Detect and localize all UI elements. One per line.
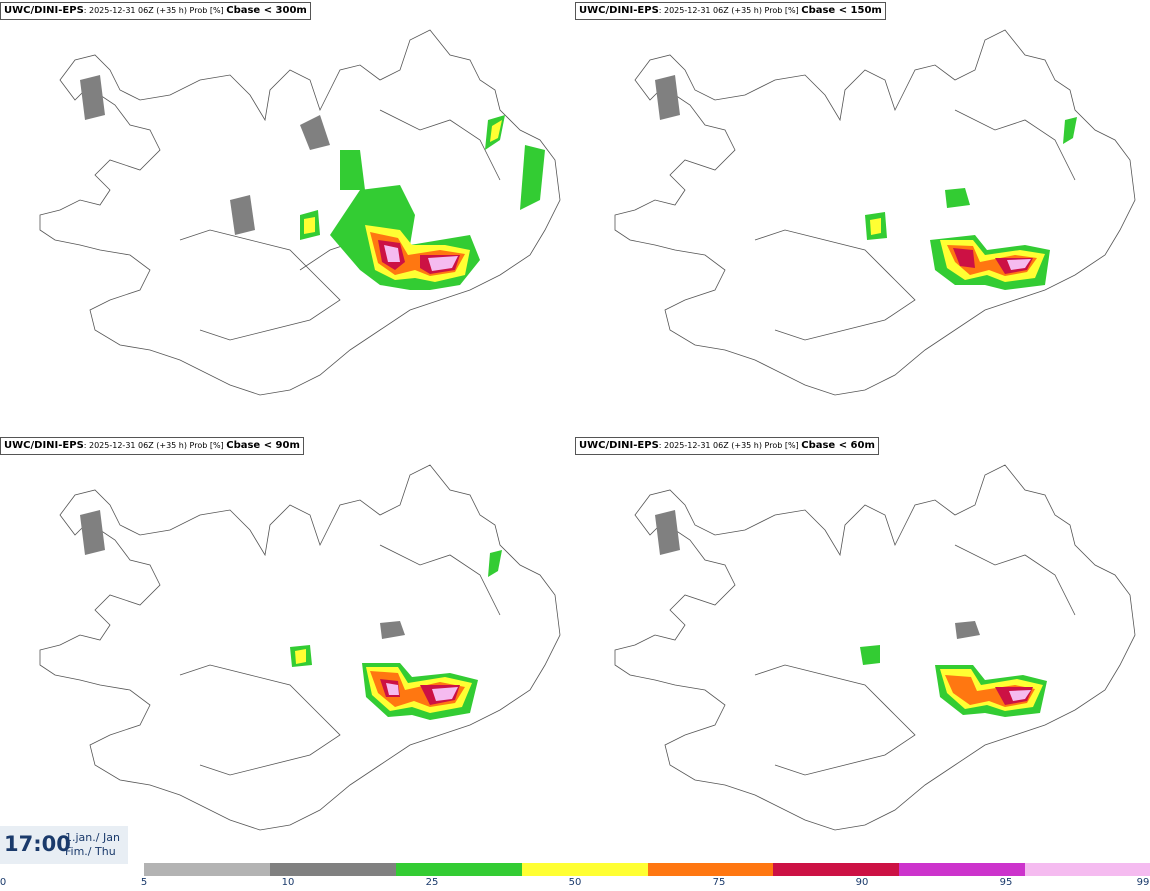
legend-swatch bbox=[521, 863, 648, 876]
map-panel-150m: UWC/DINI-EPS: 2025-12-31 06Z (+35 h) Pro… bbox=[575, 0, 1150, 435]
legend-tick-label: 5 bbox=[140, 877, 148, 888]
panel-title: UWC/DINI-EPS: 2025-12-31 06Z (+35 h) Pro… bbox=[0, 437, 304, 455]
valid-date-line1: 1.jan./ Jan bbox=[65, 831, 120, 844]
valid-date: 1.jan./ Jan Fim./ Thu bbox=[65, 831, 120, 859]
iceland-map bbox=[39, 29, 561, 396]
legend-tick-label: 90 bbox=[855, 877, 869, 888]
legend-swatch bbox=[1025, 863, 1150, 876]
panel-title: UWC/DINI-EPS: 2025-12-31 06Z (+35 h) Pro… bbox=[0, 2, 311, 20]
legend-swatch bbox=[647, 863, 774, 876]
legend-swatch bbox=[395, 863, 522, 876]
legend-swatch bbox=[773, 863, 900, 876]
iceland-map bbox=[614, 464, 1136, 831]
legend-tick-label: 10 bbox=[281, 877, 295, 888]
map-panel-60m: UWC/DINI-EPS: 2025-12-31 06Z (+35 h) Pro… bbox=[575, 435, 1150, 870]
iceland-map bbox=[614, 29, 1136, 396]
iceland-map bbox=[39, 464, 561, 831]
legend-tick-label: 50 bbox=[568, 877, 582, 888]
legend-tick-label: 99 bbox=[1136, 877, 1150, 888]
legend-swatch bbox=[144, 863, 270, 876]
legend-swatch bbox=[269, 863, 396, 876]
legend-swatch bbox=[899, 863, 1026, 876]
panel-title: UWC/DINI-EPS: 2025-12-31 06Z (+35 h) Pro… bbox=[575, 2, 886, 20]
valid-time-box: 17:00 1.jan./ Jan Fim./ Thu bbox=[0, 826, 128, 864]
color-legend bbox=[144, 863, 1150, 876]
valid-date-line2: Fim./ Thu bbox=[65, 845, 116, 858]
legend-tick-label: 25 bbox=[425, 877, 439, 888]
legend-tick-label: 0 bbox=[0, 877, 7, 888]
panel-title: UWC/DINI-EPS: 2025-12-31 06Z (+35 h) Pro… bbox=[575, 437, 879, 455]
map-panel-300m: UWC/DINI-EPS: 2025-12-31 06Z (+35 h) Pro… bbox=[0, 0, 575, 435]
legend-tick-label: 95 bbox=[999, 877, 1013, 888]
legend-tick-label: 75 bbox=[712, 877, 726, 888]
map-panel-90m: UWC/DINI-EPS: 2025-12-31 06Z (+35 h) Pro… bbox=[0, 435, 575, 870]
valid-time: 17:00 bbox=[4, 832, 71, 856]
